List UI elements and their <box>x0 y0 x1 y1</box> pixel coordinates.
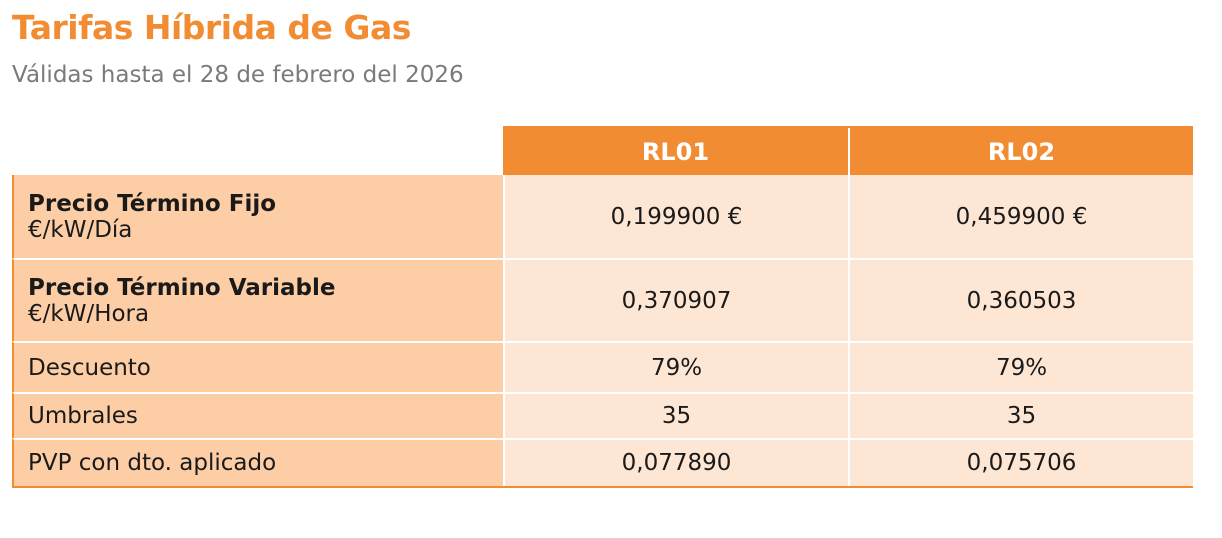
value-cell: 35 <box>848 392 1193 438</box>
value-cell: 0,370907 <box>503 258 848 341</box>
value-cell: 0,199900 € <box>503 175 848 258</box>
value-cell: 35 <box>503 392 848 438</box>
unit-text: €/kW/Día <box>28 216 133 243</box>
value-cell: 0,077890 <box>503 438 848 486</box>
row-label: PVP con dto. aplicado <box>12 438 503 486</box>
title: Tarifas Híbrida de Gas <box>12 8 411 47</box>
row-label: Precio Término Fijo €/kW/Día <box>12 175 503 258</box>
row-label: Descuento <box>12 341 503 392</box>
value-cell: 79% <box>503 341 848 392</box>
label-text: Umbrales <box>28 403 138 429</box>
row-label: Umbrales <box>12 392 503 438</box>
label-text: Descuento <box>28 354 151 381</box>
label-text: Precio Término Variable <box>28 274 336 301</box>
label-text: PVP con dto. aplicado <box>28 450 277 476</box>
value-cell: 79% <box>848 341 1193 392</box>
unit-text: €/kW/Hora <box>28 300 150 327</box>
header-top-line <box>503 126 1193 128</box>
value-cell: 0,360503 <box>848 258 1193 341</box>
column-header: RL02 <box>848 128 1193 175</box>
value-cell: 0,075706 <box>848 438 1193 486</box>
column-header: RL01 <box>503 128 848 175</box>
label-text: Precio Término Fijo <box>28 190 277 217</box>
value-cell: 0,459900 € <box>848 175 1193 258</box>
row-label: Precio Término Variable €/kW/Hora <box>12 258 503 341</box>
table-bottom-line <box>12 486 1193 488</box>
subtitle: Válidas hasta el 28 de febrero del 2026 <box>12 62 464 88</box>
